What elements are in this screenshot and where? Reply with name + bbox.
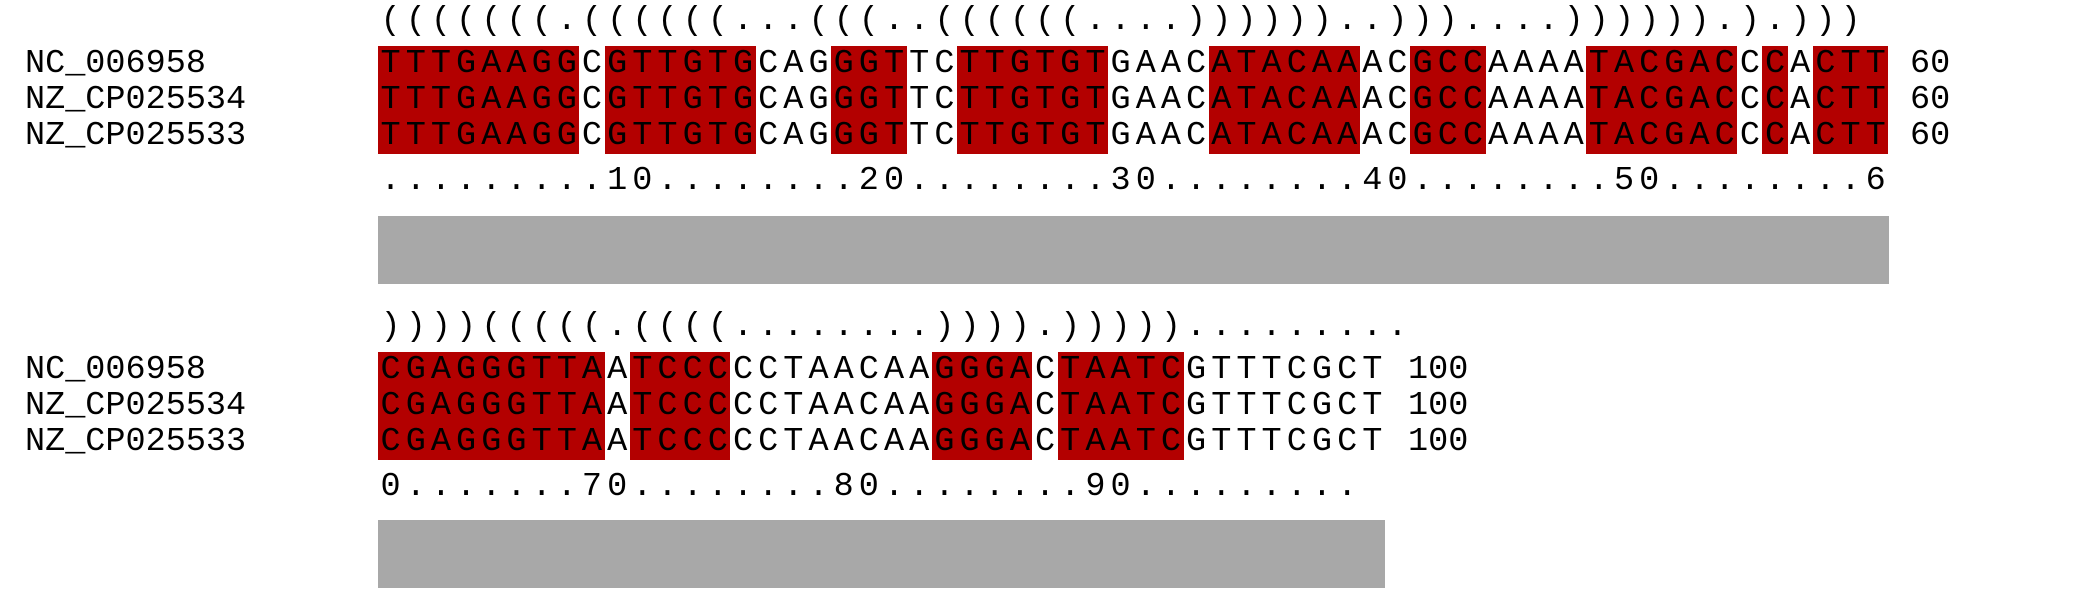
sequence-name: NC_006958	[25, 45, 206, 83]
position-end-label: 100	[1408, 423, 1469, 461]
position-end-label: 60	[1910, 117, 1951, 155]
sequence-row: NZ_CP025534 C G A G G G T T A A T C C C C C T A A C A A G G G A C T A…	[0, 388, 2075, 424]
position-end-label: 100	[1408, 351, 1469, 389]
sequence-name: NZ_CP025533	[25, 423, 247, 461]
secondary-structure: ))))(((((.((((........)))).)))))........…	[380, 308, 1408, 346]
sequence-name: NC_006958	[25, 351, 206, 389]
sequence-row: NC_006958 C G A G G G T T A A T C C C C C T A A C A A G G G A C T A A T…	[0, 352, 2075, 388]
position-end-label: 60	[1910, 45, 1951, 83]
sequence-row: NZ_CP025533 C G A G G G T T A A T C C C C C T A A C A A G G G A C T A…	[0, 424, 2075, 460]
sequence-name: NZ_CP025534	[25, 387, 247, 425]
sequence-row: NZ_CP025533 T T T G A A G G C G T T G T G C A G G G T T C T T G T G T…	[0, 118, 2075, 154]
conservation-bar	[378, 216, 1889, 284]
secondary-structure: (((((((.((((((...(((..((((((....))))))..…	[380, 2, 1861, 40]
conservation-bar	[378, 520, 1386, 588]
sequence-row: NZ_CP025534 T T T G A A G G C G T T G T G C A G G G T T C T T G T G T…	[0, 82, 2075, 118]
sequence-name: NZ_CP025534	[25, 81, 247, 119]
position-end-label: 100	[1408, 387, 1469, 425]
position-end-label: 60	[1910, 81, 1951, 119]
sequence-name: NZ_CP025533	[25, 117, 247, 155]
sequence-row: NC_006958 T T T G A A G G C G T T G T G C A G G G T T C T T G T G T G A…	[0, 46, 2075, 82]
